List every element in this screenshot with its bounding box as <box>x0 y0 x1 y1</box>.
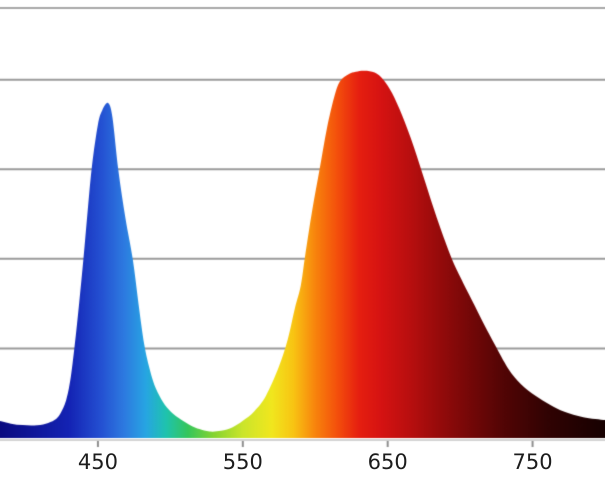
spectral-area-plot <box>0 0 605 478</box>
spectrum-chart: 450 550 650 750 <box>0 0 605 478</box>
